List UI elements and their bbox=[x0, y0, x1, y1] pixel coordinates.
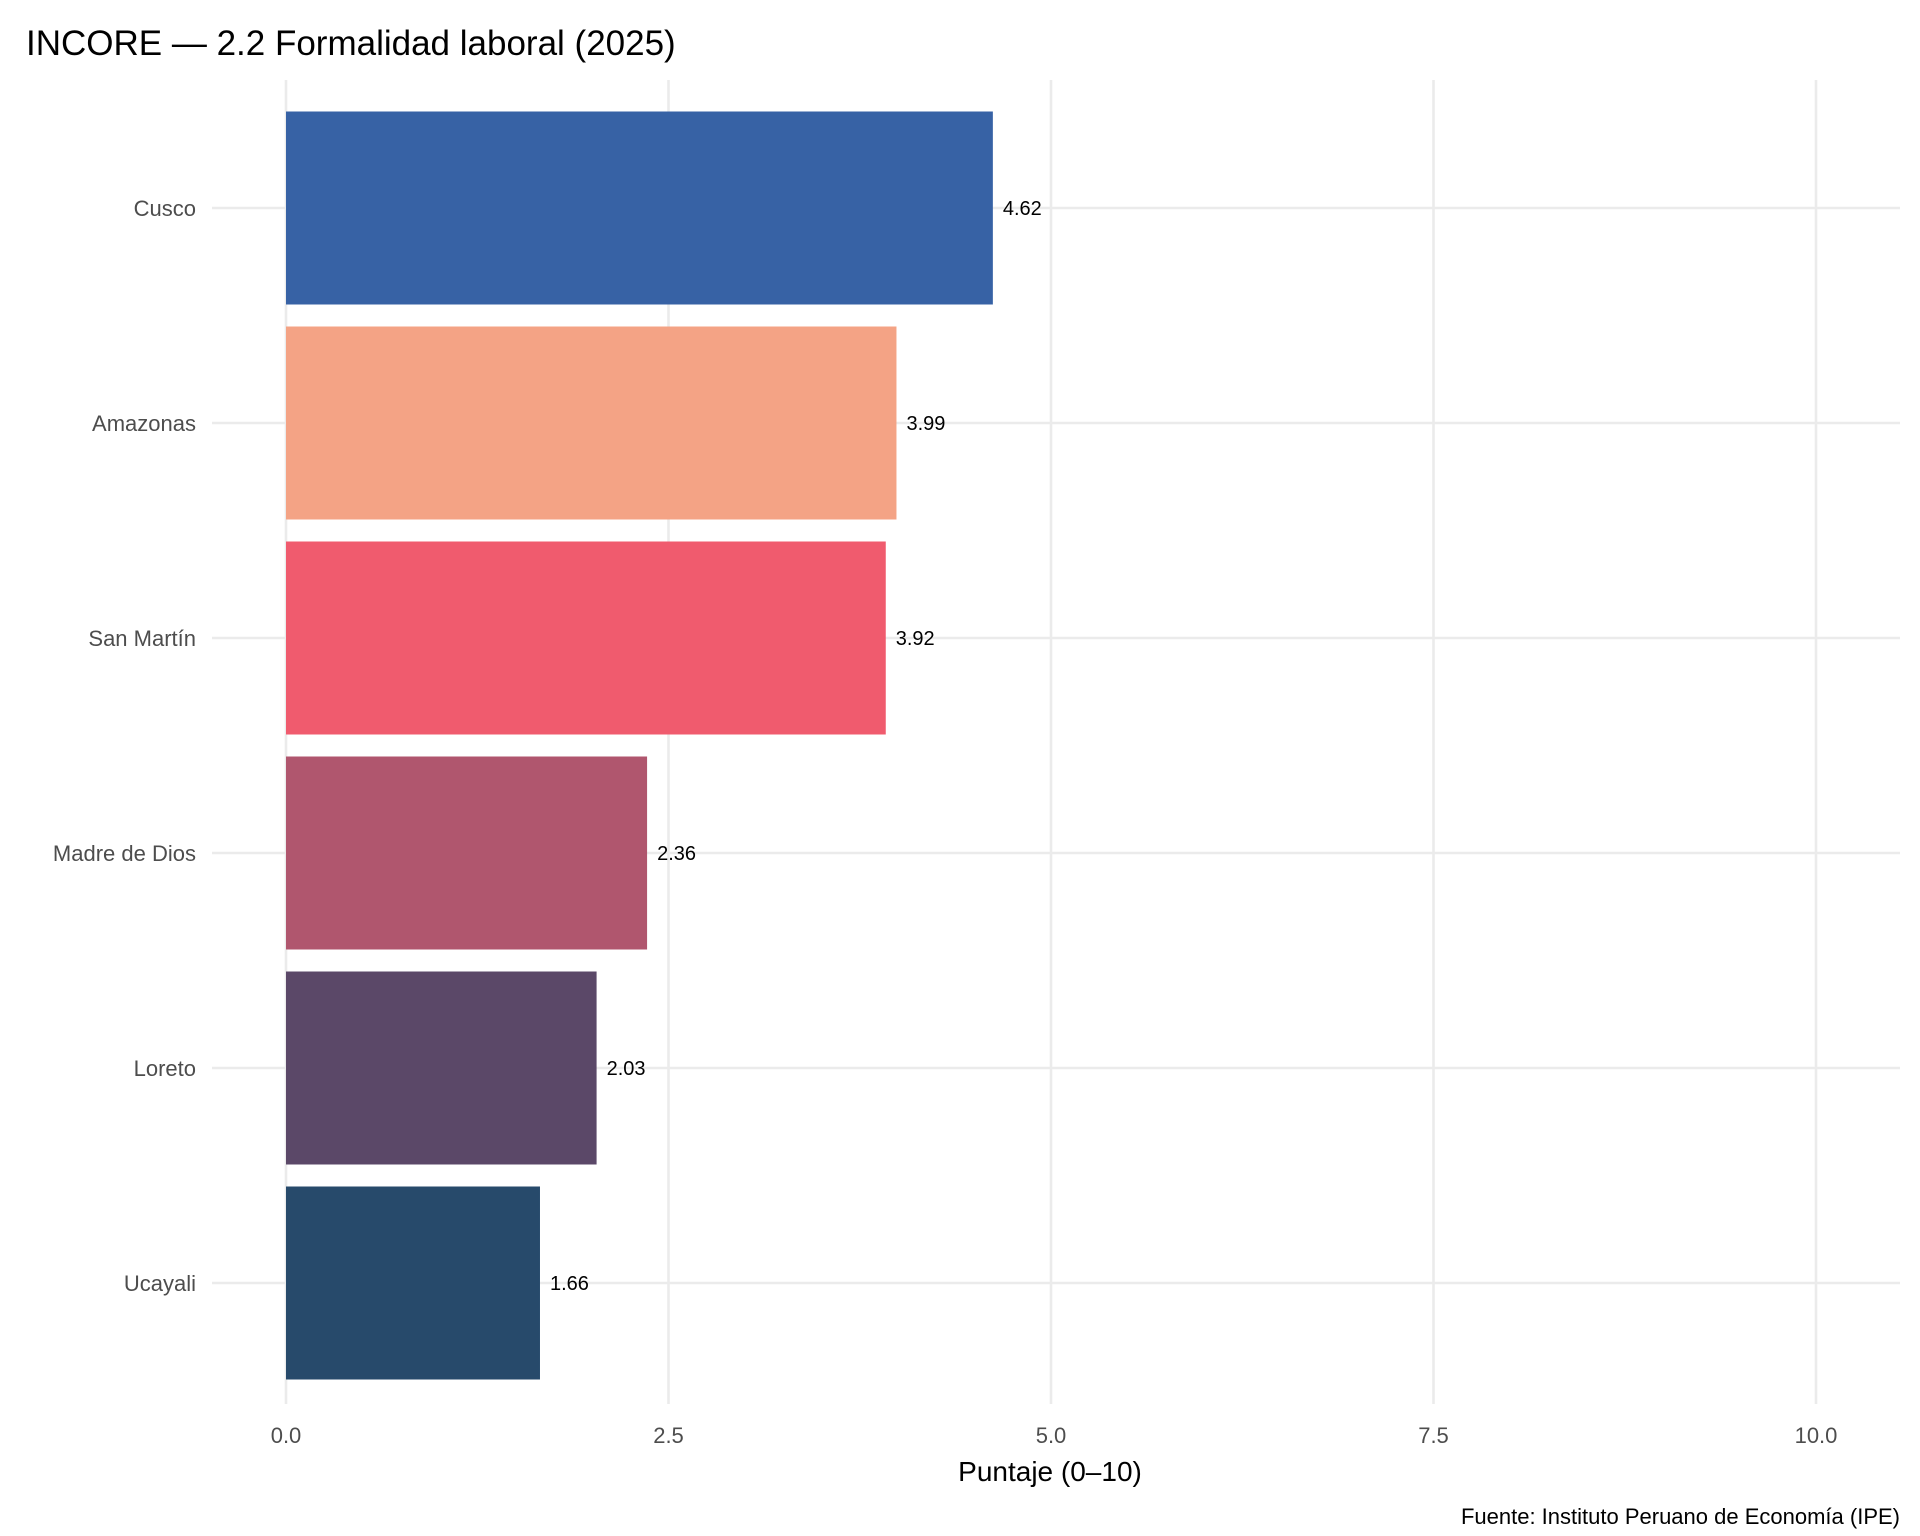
x-axis-label: Puntaje (0–10) bbox=[958, 1456, 1142, 1487]
value-label: 2.03 bbox=[607, 1058, 646, 1080]
chart-title: INCORE — 2.2 Formalidad laboral (2025) bbox=[26, 24, 676, 63]
category-labels: Cusco Amazonas San Martín Madre de Dios Lore… bbox=[53, 196, 196, 1296]
value-label: 3.92 bbox=[896, 628, 935, 650]
bar bbox=[286, 111, 993, 305]
x-tick-label: 2.5 bbox=[653, 1423, 684, 1448]
category-label: Amazonas bbox=[92, 411, 196, 436]
bar bbox=[286, 756, 648, 950]
bars bbox=[286, 111, 993, 1380]
bar bbox=[286, 1186, 540, 1380]
value-label: 1.66 bbox=[550, 1273, 589, 1295]
value-label: 3.99 bbox=[906, 413, 945, 435]
caption: Fuente: Instituto Peruano de Economía (I… bbox=[1461, 1504, 1900, 1529]
bar bbox=[286, 541, 886, 735]
value-label: 2.36 bbox=[657, 843, 696, 865]
category-label: San Martín bbox=[88, 626, 196, 651]
bar bbox=[286, 971, 597, 1165]
category-label: Ucayali bbox=[124, 1271, 196, 1296]
bar bbox=[286, 326, 897, 520]
value-labels: 4.62 3.99 3.92 2.36 2.03 1.66 bbox=[550, 198, 1042, 1295]
x-tick-label: 5.0 bbox=[1036, 1423, 1067, 1448]
value-label: 4.62 bbox=[1003, 198, 1042, 220]
x-axis-ticks: 0.0 2.5 5.0 7.5 10.0 bbox=[271, 1423, 1838, 1448]
category-label: Cusco bbox=[134, 196, 196, 221]
category-label: Madre de Dios bbox=[53, 841, 196, 866]
category-label: Loreto bbox=[134, 1056, 196, 1081]
x-tick-label: 10.0 bbox=[1795, 1423, 1838, 1448]
x-tick-label: 7.5 bbox=[1418, 1423, 1449, 1448]
x-tick-label: 0.0 bbox=[271, 1423, 302, 1448]
